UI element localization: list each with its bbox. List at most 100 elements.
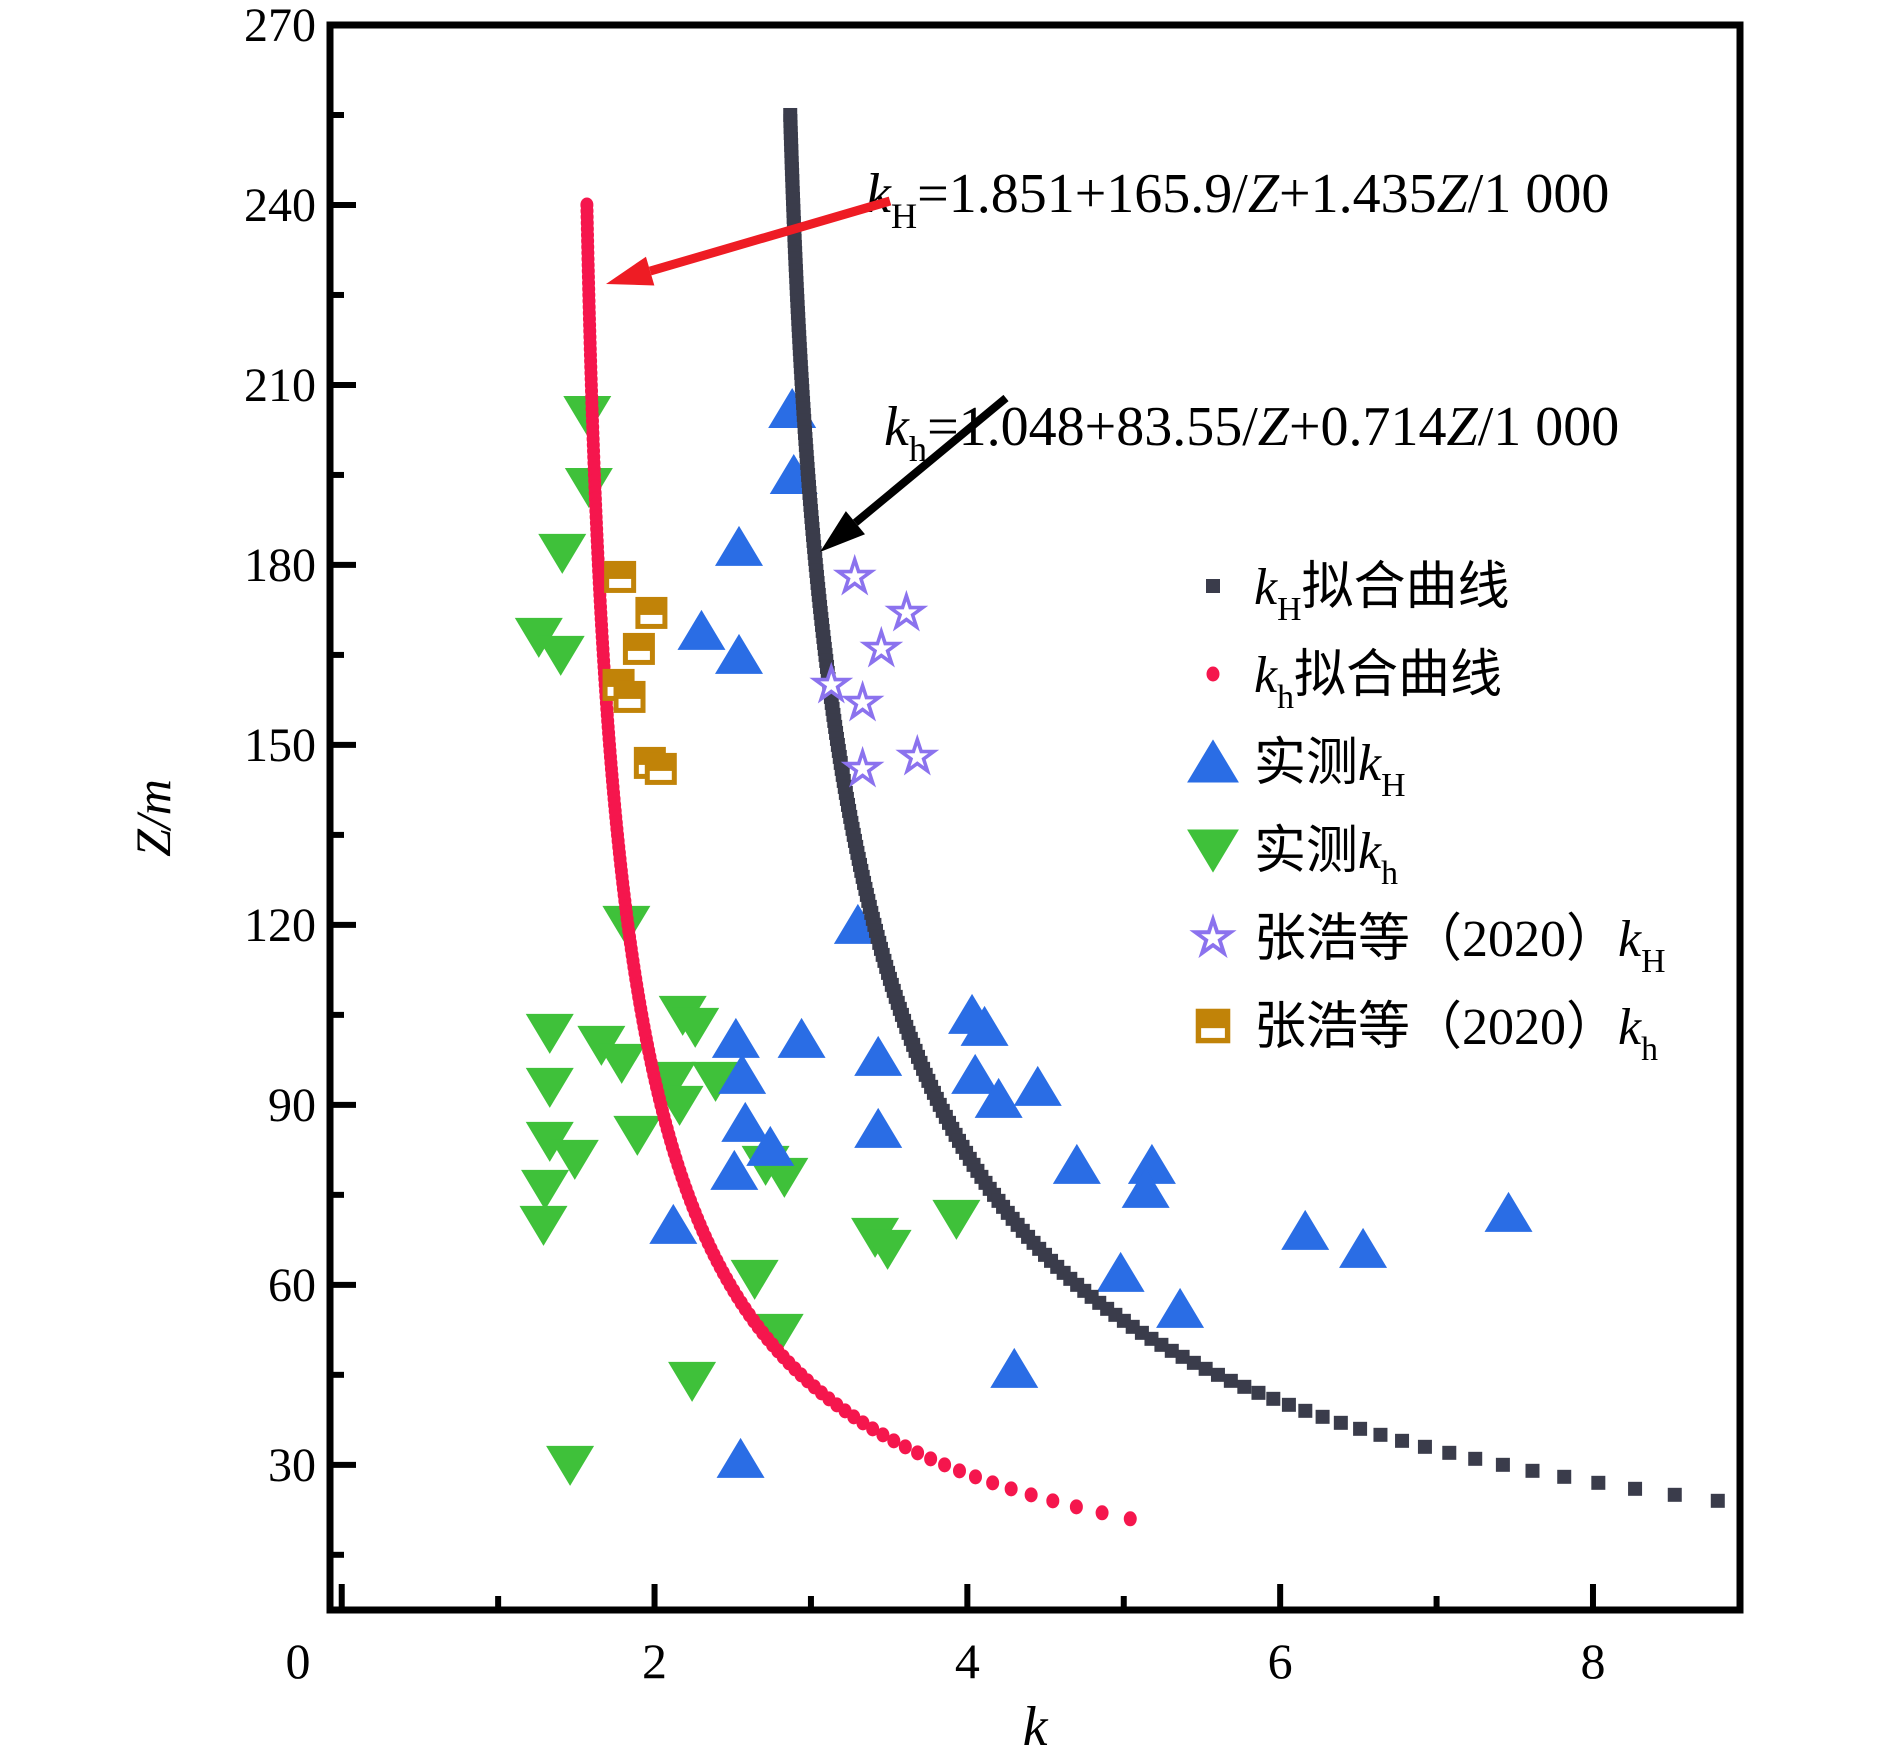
legend-label: 实测kh: [1254, 823, 1398, 892]
measured-kh-point: [863, 1229, 912, 1270]
y-tick-label: 240: [244, 179, 316, 232]
y-tick-label: 120: [244, 899, 316, 952]
fit-kh-dot: [856, 1415, 870, 1431]
x-tick-label: 4: [955, 1633, 980, 1689]
fit-kh-dot: [898, 1439, 912, 1455]
red-arrow-shaft: [648, 196, 892, 276]
y-tick-label: 210: [244, 359, 316, 412]
fit-kH-dot: [1164, 1343, 1179, 1358]
measured-kH-point: [1127, 1143, 1176, 1184]
zhang2020-kH-point-core: [851, 757, 874, 779]
fit-kH-dot: [1223, 1373, 1238, 1388]
fit-kH-dot: [1591, 1475, 1606, 1490]
fit-kh-dot: [866, 1421, 880, 1437]
fit-kH-dot: [1710, 1493, 1725, 1508]
legend-label: kh拟合曲线: [1254, 647, 1502, 716]
measured-kH-point: [721, 1101, 770, 1142]
legend-item-0: kH拟合曲线: [1206, 559, 1510, 628]
zhang2020-kh-point-band: [627, 650, 650, 660]
legend-marker-fit-square: [1206, 579, 1220, 593]
legend-label: 张浩等（2020）kh: [1254, 999, 1658, 1068]
series-measured-kH: [649, 387, 1533, 1478]
y-tick-label: 60: [268, 1259, 316, 1312]
measured-kh-point: [932, 1199, 981, 1240]
measured-kH-point: [1013, 1065, 1062, 1106]
zhang2020-kH-point-core: [820, 673, 843, 695]
fit-kh-dot: [938, 1457, 952, 1473]
fit-kH-dot: [1237, 1379, 1252, 1394]
legend-label: kH拟合曲线: [1254, 559, 1510, 628]
measured-kH-point: [854, 1107, 903, 1148]
series-zhang2020-kH: [809, 553, 940, 788]
fit-kH-dot: [1495, 1457, 1510, 1472]
fit-kH-dot: [1251, 1385, 1266, 1400]
legend-item-1: kh拟合曲线: [1206, 647, 1502, 716]
red-arrow-head: [606, 256, 655, 286]
y-tick-label: 180: [244, 539, 316, 592]
x-axis-title: k: [1023, 1696, 1049, 1758]
legend-item-5: 张浩等（2020）kh: [1195, 999, 1658, 1068]
zhang2020-kH-point-core: [870, 637, 893, 659]
plot-border: [326, 21, 1744, 1614]
fit-kH-dot: [1298, 1403, 1313, 1418]
measured-kh-point: [519, 1205, 568, 1246]
fit-kH-dot: [1281, 1397, 1296, 1412]
zhang2020-kh-point-band: [618, 698, 641, 708]
legend-marker-open-square-band: [1201, 1028, 1225, 1038]
zhang2020-kh-point: [644, 752, 677, 785]
y-axis-title: Z/m: [125, 779, 181, 857]
axis-ticks: 0 2 4 6 8 30 60 90 120 150 180 210 240 270: [244, 0, 1605, 1689]
measured-kh-point: [525, 1067, 574, 1108]
x-tick-label: 0: [286, 1633, 311, 1689]
measured-kH-point: [1121, 1167, 1170, 1208]
measured-kH-point: [960, 1005, 1009, 1046]
measured-kH-point: [746, 1125, 795, 1166]
measured-kh-point: [521, 1169, 570, 1210]
measured-kH-point: [1484, 1191, 1533, 1232]
fit-kh-dot: [1046, 1493, 1060, 1509]
measured-kh-point: [730, 1259, 779, 1300]
measured-kH-point: [1096, 1251, 1145, 1292]
measured-kh-point: [538, 533, 587, 574]
y-tick-label: 30: [268, 1439, 316, 1492]
zhang2020-kh-point: [635, 596, 668, 629]
series-fit-kh: [580, 197, 1137, 1527]
fit-kH-dot: [1373, 1427, 1388, 1442]
fit-kH-dot: [1442, 1445, 1457, 1460]
measured-kH-point: [1281, 1209, 1330, 1250]
formula-kH: kH=1.851+165.9/Z+1.435Z/1 000: [866, 163, 1609, 236]
fit-kH-dot: [1667, 1487, 1682, 1502]
measured-kh-point: [655, 1085, 704, 1126]
x-tick-label: 2: [642, 1633, 667, 1689]
measured-kH-point: [677, 609, 726, 650]
legend-marker-star-core: [1201, 925, 1225, 948]
fit-kh-dot: [952, 1463, 966, 1479]
series-fit-kH: [783, 107, 1725, 1508]
fit-kh-dot: [887, 1433, 901, 1449]
data-series: [514, 107, 1725, 1527]
legend-marker-open-square: [1195, 1008, 1231, 1044]
fit-kH-dot: [1557, 1469, 1572, 1484]
fit-kH-dot: [1468, 1451, 1483, 1466]
fit-kh-dot: [986, 1475, 1000, 1491]
legend-marker-triangle-down: [1187, 829, 1239, 873]
fit-kh-dot: [1123, 1511, 1137, 1527]
zhang2020-kH-point-core: [851, 691, 874, 713]
zhang2020-kh-point: [613, 680, 646, 713]
y-tick-label: 270: [244, 0, 316, 52]
fit-kh-dot: [968, 1469, 982, 1485]
series-zhang2020-kh: [602, 560, 677, 785]
fit-kH-dot: [1198, 1361, 1213, 1376]
measured-kH-point: [1052, 1143, 1101, 1184]
fit-kH-dot: [1266, 1391, 1281, 1406]
fit-kH-dot: [1186, 1355, 1201, 1370]
measured-kH-point: [951, 1053, 1000, 1094]
y-tick-label: 150: [244, 719, 316, 772]
fit-kH-dot: [1417, 1439, 1432, 1454]
fit-kH-dot: [1333, 1415, 1348, 1430]
measured-kh-point: [525, 1121, 574, 1162]
annotations: kH=1.851+165.9/Z+1.435Z/1 000 kh=1.048+83…: [606, 163, 1619, 552]
